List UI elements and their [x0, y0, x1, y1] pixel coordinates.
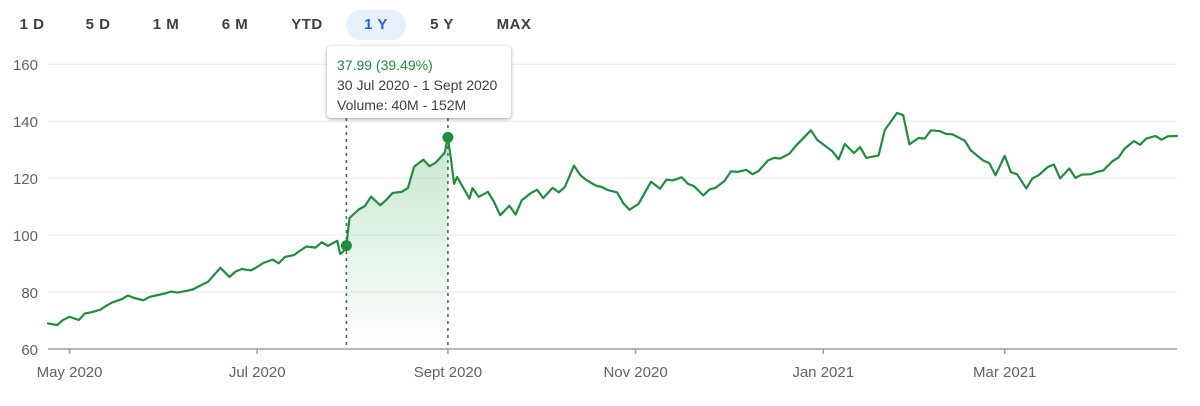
range-5y-button[interactable]: 5 Y — [412, 10, 472, 40]
range-5d-button[interactable]: 5 D — [68, 10, 129, 40]
x-tick-label: May 2020 — [37, 364, 103, 381]
x-tick-label: Jul 2020 — [229, 364, 286, 381]
range-1y-button[interactable]: 1 Y — [346, 10, 406, 40]
x-tick-label: Jan 2021 — [792, 364, 854, 381]
tooltip-change: 37.99 (39.49%) — [337, 57, 433, 73]
range-1m-button[interactable]: 1 M — [135, 10, 198, 40]
range-6m-button[interactable]: 6 M — [204, 10, 267, 40]
selection-area-layer — [346, 137, 448, 349]
range-max-button[interactable]: MAX — [479, 10, 550, 40]
range-selector: 1 D 5 D 1 M 6 M YTD 1 Y 5 Y MAX — [0, 10, 700, 42]
range-1d-button[interactable]: 1 D — [2, 10, 63, 40]
selection-end-point[interactable] — [442, 131, 454, 143]
selection-marker-layer — [340, 118, 454, 349]
y-tick-label: 80 — [21, 285, 38, 302]
x-tick-label: Mar 2021 — [973, 364, 1036, 381]
y-tick-label: 120 — [13, 171, 38, 188]
selection-tooltip: 37.99 (39.49%) 30 Jul 2020 - 1 Sept 2020… — [327, 46, 511, 118]
price-line — [46, 111, 1179, 327]
y-tick-label: 140 — [13, 114, 38, 131]
selection-start-point[interactable] — [340, 240, 352, 252]
range-ytd-button[interactable]: YTD — [273, 10, 341, 40]
grid-layer: 60 80 100 120 140 160 — [13, 57, 1177, 359]
price-line-layer — [46, 111, 1179, 327]
x-tick-label: Nov 2020 — [603, 364, 667, 381]
selection-area — [346, 137, 448, 349]
x-axis: May 2020 Jul 2020 Sept 2020 Nov 2020 Jan 202… — [37, 348, 1177, 381]
x-tick-label: Sept 2020 — [414, 364, 482, 381]
y-tick-label: 160 — [13, 57, 38, 74]
tooltip-date-range: 30 Jul 2020 - 1 Sept 2020 — [337, 77, 498, 93]
tooltip-volume: Volume: 40M - 152M — [337, 97, 467, 113]
y-tick-label: 100 — [13, 228, 38, 245]
y-tick-label: 60 — [21, 342, 38, 359]
